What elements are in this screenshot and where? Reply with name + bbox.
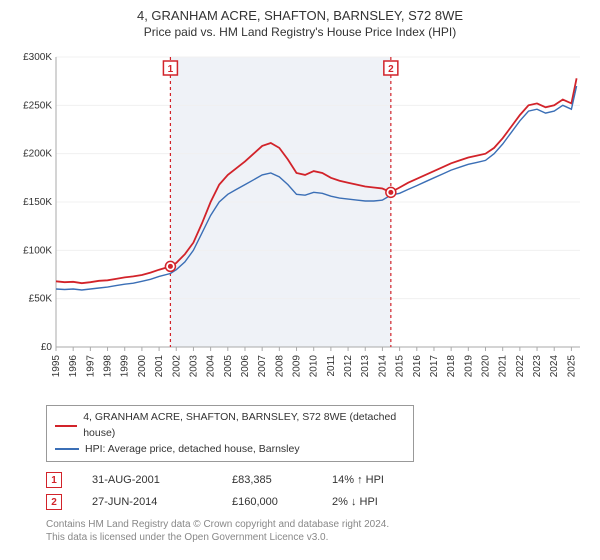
y-tick-label: £0: [41, 342, 53, 353]
y-tick-label: £50K: [29, 294, 53, 305]
x-tick-label: 1996: [68, 355, 79, 378]
legend: 4, GRANHAM ACRE, SHAFTON, BARNSLEY, S72 …: [46, 405, 414, 462]
marker-price: £160,000: [232, 496, 302, 508]
x-tick-label: 2007: [257, 355, 268, 378]
marker-pct: 14% ↑ HPI: [332, 474, 422, 486]
x-tick-label: 2006: [240, 355, 251, 378]
marker-price: £83,385: [232, 474, 302, 486]
x-tick-label: 2020: [481, 355, 492, 378]
y-tick-label: £200K: [23, 149, 52, 160]
chart-title: 4, GRANHAM ACRE, SHAFTON, BARNSLEY, S72 …: [10, 8, 590, 23]
x-tick-label: 2018: [446, 355, 457, 378]
x-tick-label: 2002: [171, 355, 182, 378]
footnote-line: This data is licensed under the Open Gov…: [46, 531, 590, 544]
y-tick-label: £250K: [23, 100, 52, 111]
x-tick-label: 2001: [154, 355, 165, 378]
marker-number-box: 2: [46, 494, 62, 510]
x-tick-label: 2021: [498, 355, 509, 378]
marker-date: 31-AUG-2001: [92, 474, 202, 486]
x-tick-label: 2013: [360, 355, 371, 378]
x-tick-label: 2024: [549, 355, 560, 378]
marker-label-text: 2: [388, 64, 394, 75]
marker-row: 2 27-JUN-2014 £160,000 2% ↓ HPI: [46, 494, 590, 510]
x-tick-label: 2014: [377, 355, 388, 378]
x-tick-label: 1999: [120, 355, 131, 378]
legend-swatch: [55, 448, 79, 450]
marker-date: 27-JUN-2014: [92, 496, 202, 508]
x-tick-label: 2025: [566, 355, 577, 378]
price-chart: £0 £50K £100K £150K £200K £250K £300K 1995 1996 1…: [10, 47, 590, 397]
x-tick-label: 2004: [206, 355, 217, 378]
x-tick-label: 2005: [223, 355, 234, 378]
marker-pct: 2% ↓ HPI: [332, 496, 422, 508]
x-tick-label: 2012: [343, 355, 354, 378]
x-tick-label: 2023: [532, 355, 543, 378]
x-tick-label: 2015: [395, 355, 406, 378]
legend-label: HPI: Average price, detached house, Barn…: [85, 442, 300, 458]
x-tick-label: 2000: [137, 355, 148, 378]
x-tick-label: 2003: [188, 355, 199, 378]
x-tick-label: 1995: [51, 355, 62, 378]
x-tick-label: 2017: [429, 355, 440, 378]
x-tick-label: 2016: [412, 355, 423, 378]
marker-row: 1 31-AUG-2001 £83,385 14% ↑ HPI: [46, 472, 590, 488]
legend-item: 4, GRANHAM ACRE, SHAFTON, BARNSLEY, S72 …: [55, 410, 405, 442]
legend-swatch: [55, 425, 77, 427]
marker-number-box: 1: [46, 472, 62, 488]
x-tick-label: 1997: [85, 355, 96, 378]
y-tick-label: £150K: [23, 197, 52, 208]
x-tick-label: 2011: [326, 355, 337, 377]
marker-table: 1 31-AUG-2001 £83,385 14% ↑ HPI 2 27-JUN-2014…: [46, 472, 590, 510]
x-tick-label: 2009: [292, 355, 303, 378]
chart-subtitle: Price paid vs. HM Land Registry's House …: [10, 25, 590, 39]
footnote-line: Contains HM Land Registry data © Crown c…: [46, 518, 590, 531]
marker-label-text: 1: [168, 64, 174, 75]
y-tick-label: £100K: [23, 245, 52, 256]
x-tick-label: 2019: [463, 355, 474, 378]
y-tick-label: £300K: [23, 52, 52, 63]
x-tick-label: 1998: [103, 355, 114, 378]
x-tick-label: 2010: [309, 355, 320, 378]
x-tick-label: 2008: [274, 355, 285, 378]
legend-item: HPI: Average price, detached house, Barn…: [55, 442, 405, 458]
legend-label: 4, GRANHAM ACRE, SHAFTON, BARNSLEY, S72 …: [83, 410, 405, 442]
x-tick-label: 2022: [515, 355, 526, 378]
footnote: Contains HM Land Registry data © Crown c…: [46, 518, 590, 544]
